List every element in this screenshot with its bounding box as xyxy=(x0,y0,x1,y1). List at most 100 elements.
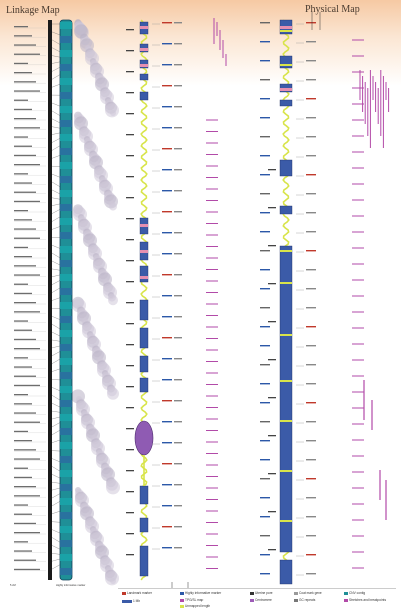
marker-label-bar xyxy=(14,173,28,175)
legend-item: Landmark marker xyxy=(122,591,152,595)
chrom-a-band-label-mark xyxy=(126,344,134,346)
chrom-a-label-bar xyxy=(174,463,182,465)
chrom-a-band-label-mark xyxy=(126,365,134,367)
linkage-segment xyxy=(60,414,72,421)
chrom-a-segment xyxy=(139,73,149,81)
chrom-a-label-bar xyxy=(174,526,182,528)
chrom-a-label-bar xyxy=(174,43,182,45)
chrom-a-band-label-mark xyxy=(126,155,134,157)
chrom-a-segment xyxy=(139,327,149,349)
marker-label-bar xyxy=(14,384,40,387)
chrom-b-label-bar xyxy=(306,307,316,309)
linkage-segment xyxy=(60,358,72,365)
marker-label-bar xyxy=(14,541,28,543)
chrom-b-label-bar xyxy=(306,345,316,347)
chrom-b-label-bar xyxy=(306,231,316,233)
marker-label-bar xyxy=(14,532,40,534)
chrom-b-band-label-mark xyxy=(268,283,276,285)
marker-label-bar xyxy=(14,403,32,405)
chrom-b-left-label-bar xyxy=(260,155,270,157)
chrom-a-band-label-mark xyxy=(126,533,134,535)
marker-label-bar xyxy=(14,394,28,396)
linkage-segment xyxy=(60,50,72,57)
linkage-segment xyxy=(60,512,72,519)
linkage-segment xyxy=(60,316,72,323)
chrom-b-label-bar xyxy=(306,383,316,385)
chrom-a-label-bar xyxy=(162,421,172,423)
chrom-a-band-label-mark xyxy=(126,449,134,451)
legend-swatch xyxy=(122,599,132,603)
marker-label-bar xyxy=(14,210,28,212)
chrom-a-pink-band xyxy=(140,48,148,51)
chrom-a-segment xyxy=(139,355,149,373)
linkage-segment xyxy=(60,498,72,505)
chrom-a-label-bar xyxy=(174,148,182,150)
chrom-a-label-bar xyxy=(162,442,172,444)
chrom-b-left-label-bar xyxy=(260,421,270,423)
linkage-segment xyxy=(60,372,72,379)
chrom-b-label-bar xyxy=(306,459,316,461)
chrom-a-label-bar xyxy=(174,106,182,108)
chrom-a-label-bar xyxy=(174,274,182,276)
chrom-b-segment xyxy=(279,99,293,107)
chrom-b-left-label-bar xyxy=(260,79,270,81)
marker-label-bar xyxy=(14,136,28,138)
marker-label-bar xyxy=(14,72,32,74)
marker-label-bar xyxy=(14,329,32,331)
chrom-a-label-bar xyxy=(162,526,172,528)
linkage-segment xyxy=(60,176,72,183)
linkage-segment xyxy=(60,344,72,351)
linkage-segment xyxy=(60,274,72,281)
chrom-b-left-label-bar xyxy=(260,497,270,499)
marker-label-bar xyxy=(14,62,28,65)
chrom-b-band-label-mark xyxy=(268,321,276,323)
chrom-b-band-label-mark xyxy=(268,435,276,437)
marker-label-bar xyxy=(14,35,32,37)
chrom-b-band xyxy=(280,520,292,522)
chrom-a-label-bar xyxy=(174,505,182,507)
marker-label-bar xyxy=(14,81,36,83)
chrom-a-label-bar xyxy=(174,379,182,381)
legend-item: TPG/SL map xyxy=(180,598,203,602)
chrom-b-label-bar xyxy=(306,269,316,271)
chrom-a-band-label-mark xyxy=(126,512,134,514)
chrom-a-band-label-mark xyxy=(126,491,134,493)
marker-label-bar xyxy=(14,219,32,221)
chrom-a-band-label-mark xyxy=(126,428,134,430)
chrom-b-left-label-bar xyxy=(260,41,270,43)
marker-label-bar xyxy=(14,495,40,497)
chrom-b-band-label-mark xyxy=(268,207,276,209)
marker-label-bar xyxy=(14,191,36,193)
linkage-segment xyxy=(60,78,72,85)
linkage-segment xyxy=(60,134,72,141)
legend-swatch xyxy=(180,604,184,608)
linkage-segment xyxy=(60,120,72,127)
chrom-b-left-label-bar xyxy=(260,193,270,195)
marker-label-bar xyxy=(14,108,32,111)
chrom-a-band-label-mark xyxy=(126,281,134,283)
chrom-b-left-label-bar xyxy=(260,440,270,442)
chrom-b-band xyxy=(280,380,292,382)
marker-label-bar xyxy=(14,118,36,120)
chrom-b-label-bar xyxy=(306,478,316,480)
chrom-a-pink-band xyxy=(140,276,148,279)
linkage-segment xyxy=(60,288,72,295)
chrom-a-label-bar xyxy=(174,421,182,423)
chrom-b-band-label-mark xyxy=(268,511,276,513)
texture-blob xyxy=(74,24,88,39)
chrom-a-pink-band xyxy=(140,64,148,67)
chrom-b-left-label-bar xyxy=(260,250,270,252)
chrom-a-label-bar xyxy=(174,547,182,549)
chrom-a-label-bar xyxy=(162,232,172,234)
legend-item: Stretches and breakpoints xyxy=(344,598,386,602)
chrom-a-label-bar xyxy=(162,148,172,150)
chrom-b-label-bar xyxy=(306,573,316,575)
chrom-a-band-label-mark xyxy=(126,134,134,136)
marker-label-bar xyxy=(14,53,40,55)
chrom-a-label-bar xyxy=(162,463,172,465)
chrom-a-label-bar xyxy=(174,400,182,402)
chrom-a-band-label-mark xyxy=(126,470,134,472)
marker-label-bar xyxy=(14,256,32,258)
marker-label-bar xyxy=(14,486,36,488)
chrom-b-band xyxy=(280,250,292,252)
